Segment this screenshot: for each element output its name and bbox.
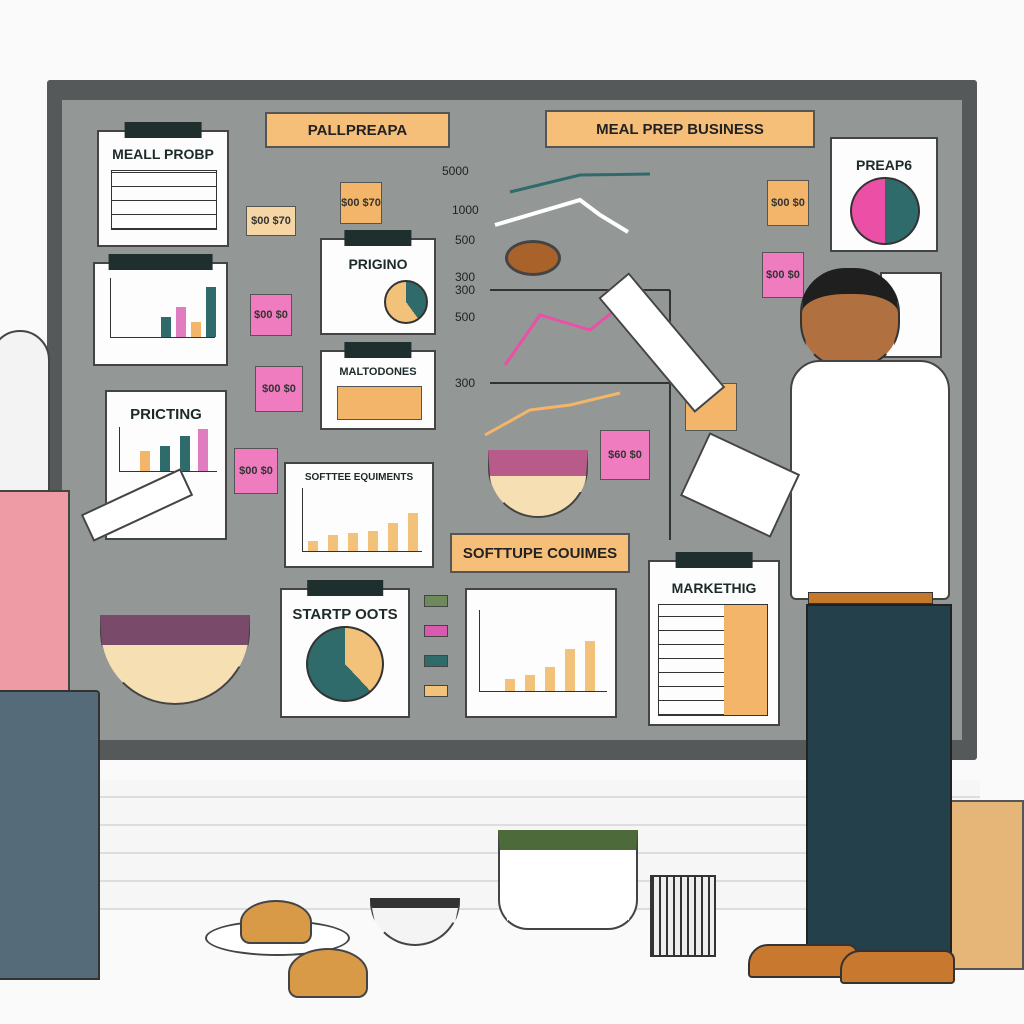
pen-holder-illustration	[650, 875, 716, 957]
card-title: STARTP OOTS	[292, 606, 398, 623]
sticky-note: $00 $0	[762, 252, 804, 298]
marketing-table	[658, 604, 768, 716]
legend-swatch-teal	[424, 655, 448, 667]
card-title: PRIGINO	[348, 256, 408, 272]
card-title: MARKETHIG	[671, 580, 757, 596]
axis-tick: 500	[455, 233, 476, 247]
woman-skirt-illustration	[0, 690, 100, 980]
axis-tick: 300	[455, 376, 476, 390]
table	[337, 386, 422, 420]
card-title: MEALL PROBP	[112, 146, 214, 162]
man-pants-illustration	[806, 604, 952, 954]
bread-illustration	[240, 900, 312, 944]
man-shirt-illustration	[790, 360, 950, 600]
meal-prep-card: MEALL PROBP	[97, 122, 229, 247]
card-title: PREAP6	[855, 157, 913, 173]
bar-chart	[119, 427, 217, 472]
revenue-chart	[479, 610, 607, 692]
software-equipments-card: SOFTTEE EQUIMENTS	[284, 462, 434, 568]
sauce-bowl-illustration	[370, 898, 460, 946]
curry-bowl-illustration	[505, 240, 561, 276]
card-title: PRICTING	[130, 406, 202, 423]
shoe-illustration	[748, 944, 858, 978]
growth-chart	[302, 488, 422, 552]
startup-costs-card: STARTP OOTS	[280, 580, 410, 718]
pricing-pie-card: PRIGINO	[320, 230, 436, 335]
revenue-chart-card	[465, 588, 617, 718]
marketing-card: MARKETHIG	[648, 552, 780, 726]
man-head-illustration	[800, 268, 900, 368]
shoe-illustration	[840, 950, 955, 984]
bar-chart	[110, 278, 216, 338]
axis-tick: 5000	[442, 164, 469, 178]
woman-shirt-illustration	[0, 490, 70, 700]
sticky-note: $00 $70	[246, 206, 296, 236]
pie-chart	[850, 177, 920, 245]
pie-chart	[384, 280, 428, 324]
section-label: SOFTTUPE COUIMES	[450, 533, 630, 573]
legend-swatch-orange	[424, 685, 448, 697]
bar-chart-card	[93, 254, 228, 366]
schedule-table	[111, 170, 217, 230]
preap-card: PREAP6	[830, 137, 938, 252]
bread-illustration	[288, 948, 368, 998]
belt-illustration	[808, 592, 933, 604]
axis-tick: 1000	[452, 203, 479, 217]
legend-swatch-pink	[424, 625, 448, 637]
pie-chart	[306, 626, 384, 702]
sticky-note: $00 $70	[340, 182, 382, 224]
maltodones-card: MALTODONES	[320, 342, 436, 430]
card-title: SOFTTEE EQUIMENTS	[304, 472, 414, 483]
food-container-illustration	[498, 830, 638, 930]
sticky-note: $00 $0	[234, 448, 278, 494]
header-label-left: PALLPREAPA	[265, 112, 450, 148]
header-label-business: MEAL PREP BUSINESS	[545, 110, 815, 148]
woman-hijab-illustration	[0, 330, 50, 500]
axis-tick: 300	[455, 283, 476, 297]
card-title: MALTODONES	[339, 366, 417, 378]
sticky-note: $00 $0	[767, 180, 809, 226]
legend-swatch-green	[424, 595, 448, 607]
sticky-note: $60 $0	[600, 430, 650, 480]
axis-tick: 500	[455, 310, 476, 324]
axis-tick: 300	[455, 270, 476, 284]
sticky-note: $00 $0	[255, 366, 303, 412]
sticky-note: $00 $0	[250, 294, 292, 336]
